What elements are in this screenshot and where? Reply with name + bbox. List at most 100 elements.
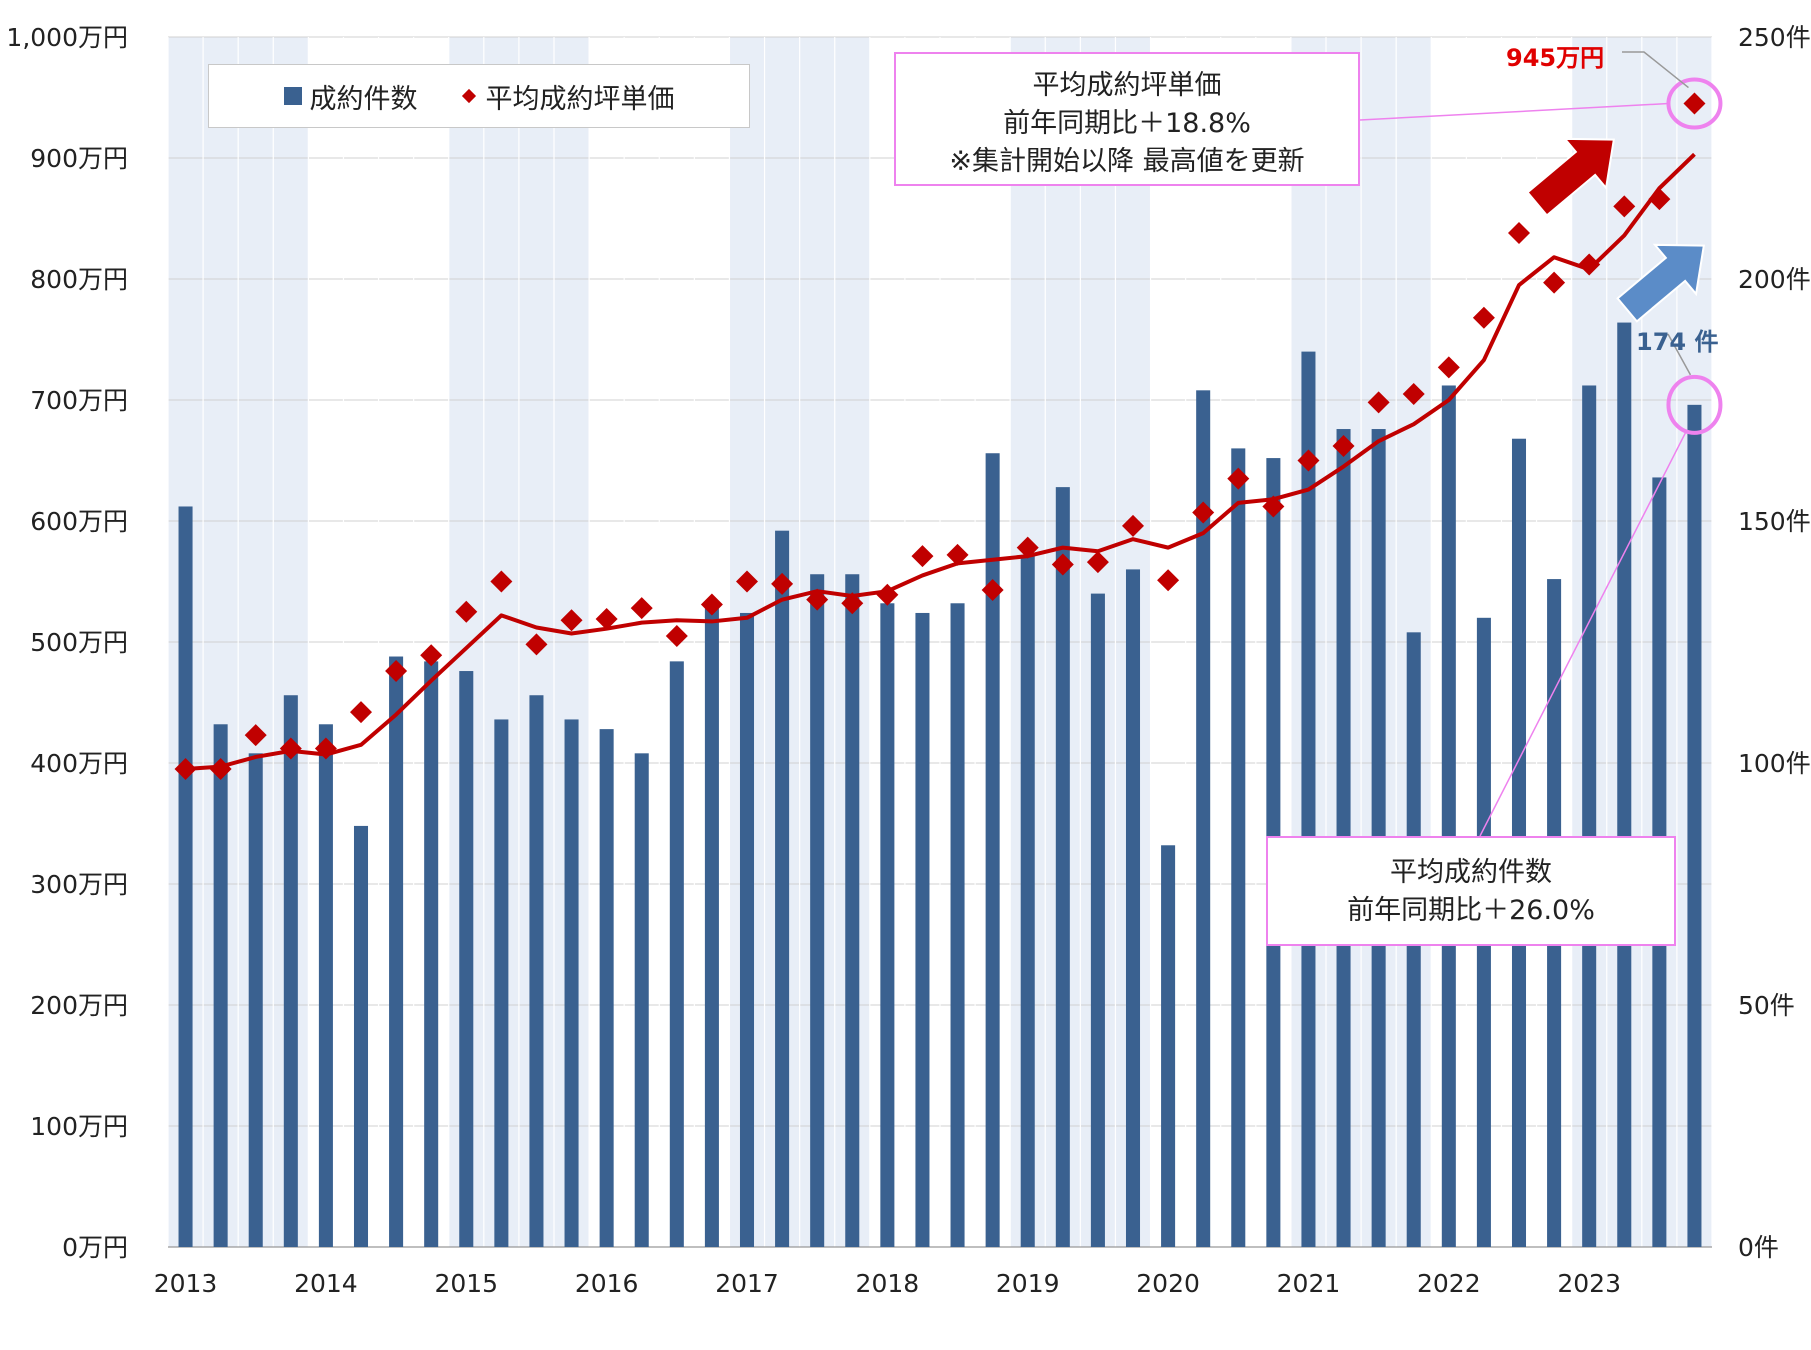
count-callout-connector: [1479, 430, 1688, 837]
price-point: [1402, 382, 1425, 405]
price-points: [174, 92, 1706, 781]
legend-price-label: 平均成約坪単価: [485, 83, 675, 115]
annotation-decor: [1359, 51, 1723, 837]
x-tick-label: 2022: [1417, 1269, 1481, 1298]
price-point: [876, 583, 899, 606]
bar: [529, 695, 544, 1247]
price-point: [350, 701, 372, 724]
price-point: [1086, 551, 1109, 574]
bar: [1301, 351, 1316, 1248]
y-right-tick-label: 0件: [1738, 1233, 1779, 1262]
price-point: [490, 570, 513, 593]
count-highlight-circle: [1666, 374, 1723, 435]
y-right-tick-label: 250件: [1738, 23, 1811, 52]
legend-count-label: 成約件数: [309, 83, 418, 115]
y-left-tick-label: 700万円: [30, 386, 128, 415]
y-left-tick-label: 300万円: [30, 870, 128, 899]
price-callout: 平均成約坪単価 前年同期比＋18.8% ※集計開始以降 最高値を更新: [894, 52, 1360, 186]
bar: [389, 656, 404, 1247]
bar: [810, 574, 825, 1247]
price-label-leader: [1622, 51, 1689, 89]
y-left-tick-label: 1,000万円: [6, 23, 128, 52]
count-last-label: 174 件: [1636, 328, 1719, 356]
price-point: [981, 578, 1004, 601]
bar: [494, 719, 509, 1247]
legend: 成約件数 平均成約坪単価: [208, 64, 750, 128]
y-right-tick-label: 100件: [1738, 749, 1811, 778]
legend-item-price: 平均成約坪単価: [461, 77, 675, 116]
legend-item-count: 成約件数: [283, 77, 418, 116]
price-point: [946, 543, 969, 566]
count-up-arrow: [1616, 243, 1706, 323]
x-axis-ticks: 2013 2014 2015 2016 2017 2018 2019 2020 2021 2022…: [154, 1269, 1621, 1298]
bar: [1196, 390, 1211, 1247]
price-point: [1122, 514, 1144, 537]
price-point: [1472, 306, 1495, 329]
y-right-tick-label: 150件: [1738, 507, 1811, 536]
y-left-tick-label: 600万円: [30, 507, 128, 536]
price-point: [1437, 356, 1460, 379]
price-point: [1227, 467, 1250, 490]
price-point: [1051, 553, 1074, 576]
price-point: [630, 597, 653, 620]
bar: [845, 574, 860, 1247]
bar: [950, 603, 965, 1247]
price-point: [209, 758, 232, 781]
price-point: [1578, 253, 1601, 276]
price-point: [806, 588, 829, 611]
bar: [1161, 845, 1176, 1247]
y-left-tick-label: 0万円: [62, 1233, 128, 1262]
bar: [1090, 593, 1105, 1247]
bar: [1617, 322, 1632, 1247]
y-left-tick-label: 900万円: [30, 144, 128, 173]
left-axis-ticks: 0万円 100万円 200万円 300万円 400万円 500万円 600万円 700万円 80…: [6, 23, 128, 1262]
price-point: [1367, 391, 1390, 414]
bar: [704, 608, 719, 1247]
price-point: [665, 624, 688, 647]
y-right-tick-label: 200件: [1738, 265, 1811, 294]
x-tick-label: 2014: [294, 1269, 358, 1298]
count-callout-line1: 平均成約件数: [1390, 857, 1552, 888]
price-point: [1648, 188, 1671, 211]
price-point: [771, 572, 794, 595]
price-point: [911, 545, 934, 568]
price-point: [560, 609, 583, 632]
price-point: [1192, 501, 1215, 524]
bar: [669, 661, 684, 1247]
price-callout-connector: [1359, 102, 1669, 121]
price-point: [1543, 271, 1566, 294]
bar: [424, 661, 439, 1247]
price-callout-line1: 平均成約坪単価: [1032, 70, 1222, 101]
y-right-tick-label: 50件: [1738, 991, 1795, 1020]
price-point: [1683, 92, 1706, 115]
y-left-tick-label: 500万円: [30, 628, 128, 657]
price-point: [736, 570, 758, 593]
moving-average-line: [185, 152, 1696, 772]
price-point: [420, 644, 443, 667]
series-line: [185, 152, 1696, 772]
bar: [775, 530, 790, 1247]
price-point: [385, 660, 408, 683]
y-left-tick-label: 800万円: [30, 265, 128, 294]
y-left-tick-label: 100万円: [30, 1112, 128, 1141]
x-tick-label: 2020: [1136, 1269, 1200, 1298]
x-tick-label: 2017: [715, 1269, 779, 1298]
bar: [1231, 448, 1246, 1247]
price-point: [841, 592, 864, 615]
bar: [1020, 554, 1035, 1247]
bar: [985, 453, 1000, 1247]
bar: [739, 612, 755, 1247]
bar: [634, 753, 649, 1247]
x-tick-label: 2015: [434, 1269, 498, 1298]
price-point: [1332, 434, 1355, 457]
count-label-leader: [1667, 333, 1692, 376]
bar: [880, 603, 895, 1247]
price-point: [1297, 449, 1320, 472]
price-point: [455, 600, 478, 623]
bar: [283, 695, 298, 1247]
price-point: [700, 593, 723, 616]
legend-diamond-swatch: [461, 88, 476, 104]
count-callout: 平均成約件数 前年同期比＋26.0%: [1266, 836, 1676, 946]
bar: [213, 724, 228, 1247]
